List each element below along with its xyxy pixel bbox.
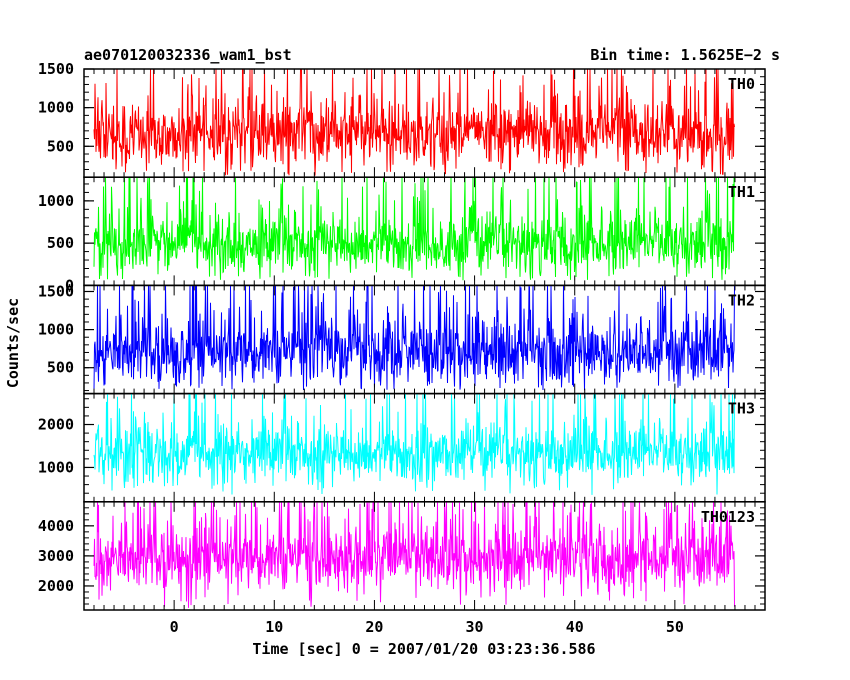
- y-tick-label: 1000: [38, 321, 74, 339]
- series-th2-line: [93, 284, 735, 391]
- series-label-th3: TH3: [728, 400, 755, 418]
- series-label-th2: TH2: [728, 291, 755, 309]
- y-tick-label: 1000: [38, 192, 74, 210]
- panel-th2: 500 1000 1500 TH2: [38, 282, 766, 395]
- y-tick-label: 3000: [38, 547, 74, 565]
- y-tick-label: 0: [65, 276, 74, 294]
- series-label-th0123: TH0123: [701, 508, 755, 526]
- y-tick-label: 1500: [38, 282, 74, 300]
- series-th3-line: [93, 393, 735, 495]
- y-tick-label: 500: [47, 234, 74, 252]
- x-tick-label: 20: [365, 618, 383, 636]
- x-tick-label: 50: [666, 618, 684, 636]
- series-th0123-line: [93, 501, 735, 608]
- y-tick-label: 1000: [38, 458, 74, 476]
- y-axis-label: Counts/sec: [4, 298, 22, 388]
- panel-th1: 0 500 1000 TH1: [38, 176, 766, 294]
- bin-time-label: Bin time: 1.5625E−2 s: [590, 46, 780, 64]
- x-axis: 0 10 20 30 40 50: [170, 618, 684, 636]
- panel-th0: 500 1000 1500 TH0: [38, 60, 766, 178]
- y-tick-label: 1500: [38, 60, 74, 78]
- x-tick-label: 10: [265, 618, 283, 636]
- x-axis-label: Time [sec] 0 = 2007/01/20 03:23:36.586: [252, 640, 595, 658]
- chart-title: ae070120032336_wam1_bst: [84, 46, 292, 64]
- y-tick-label: 2000: [38, 577, 74, 595]
- y-tick-label: 500: [47, 359, 74, 377]
- panels-group: 500 1000 1500 TH0 0 500 1000 TH1 500 1000 1500 TH2 1…: [38, 60, 766, 611]
- series-th1-line: [93, 177, 735, 281]
- series-th0-line: [93, 68, 735, 176]
- x-tick-label: 30: [466, 618, 484, 636]
- y-tick-label: 4000: [38, 517, 74, 535]
- x-tick-label: 40: [566, 618, 584, 636]
- series-label-th0: TH0: [728, 75, 755, 93]
- panel-th0123: 2000 3000 4000 TH0123: [38, 501, 766, 611]
- y-tick-label: 500: [47, 137, 74, 155]
- x-tick-label: 0: [170, 618, 179, 636]
- series-label-th1: TH1: [728, 183, 755, 201]
- panel-th3: 1000 2000 TH3: [38, 392, 766, 503]
- y-tick-label: 1000: [38, 99, 74, 117]
- y-tick-label: 2000: [38, 416, 74, 434]
